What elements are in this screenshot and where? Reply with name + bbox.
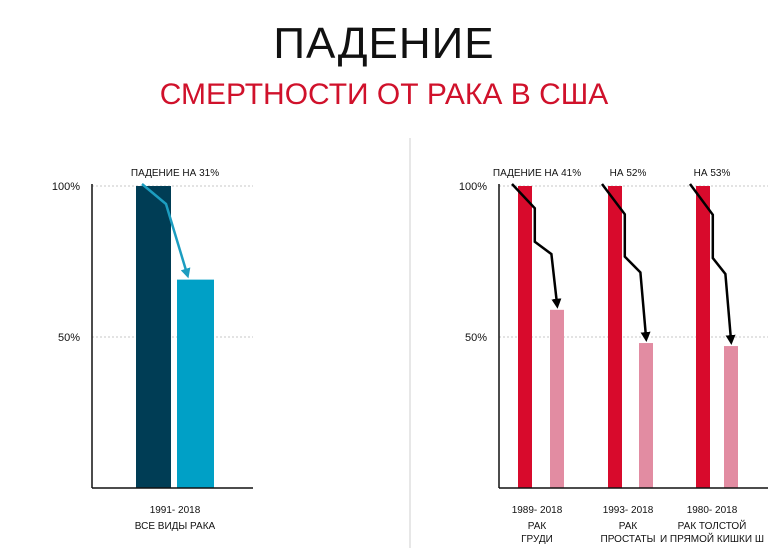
y-tick-label: 100% [52, 181, 80, 193]
drop-arrow [688, 183, 736, 346]
bar-end [724, 346, 738, 488]
bar-end [639, 343, 653, 488]
period-label: 1991- 2018 [150, 505, 201, 516]
bar-start [696, 186, 710, 488]
drop-arrow [511, 183, 562, 309]
drop-label: НА 53% [694, 168, 731, 179]
category-label: ПРОСТАТЫ [601, 534, 656, 545]
y-tick-label: 50% [58, 332, 80, 344]
category-label: РАК [528, 521, 547, 532]
period-label: 1989- 2018 [512, 505, 563, 516]
chart-subtitle: СМЕРТНОСТИ ОТ РАКА В США [159, 78, 609, 111]
category-label: ВСЕ ВИДЫ РАКА [135, 521, 216, 532]
category-label: РАК [619, 521, 638, 532]
category-label: И ПРЯМОЙ КИШКИ Ш [660, 532, 764, 545]
drop-label: ПАДЕНИЕ НА 31% [131, 168, 219, 179]
chart-title: ПАДЕНИЕ [273, 19, 495, 68]
y-tick-label: 100% [459, 181, 487, 193]
drop-label: ПАДЕНИЕ НА 41% [493, 168, 581, 179]
bar-start [608, 186, 622, 488]
drop-arrow [601, 183, 651, 343]
bar-end [550, 309, 564, 488]
period-label: 1980- 2018 [687, 505, 738, 516]
bar-start [136, 186, 171, 488]
category-label: ГРУДИ [521, 534, 553, 545]
category-label: РАК ТОЛСТОЙ [678, 519, 747, 532]
bar-start [518, 186, 532, 488]
y-tick-label: 50% [465, 332, 487, 344]
bar-end [177, 279, 214, 488]
drop-arrow [141, 183, 191, 279]
period-label: 1993- 2018 [603, 505, 654, 516]
drop-label: НА 52% [610, 168, 647, 179]
